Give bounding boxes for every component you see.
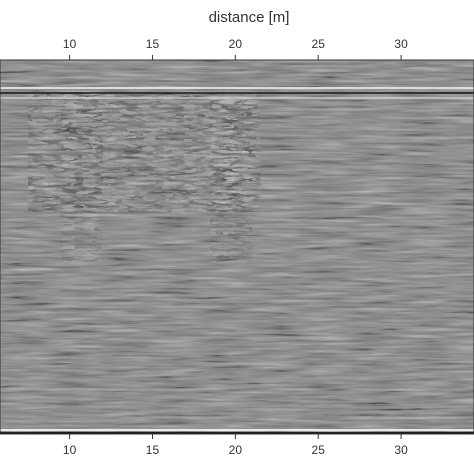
strong-reflection-zone [61,92,103,262]
x-tick-label: 10 [63,37,77,51]
x-tick-label: 25 [312,443,326,457]
x-tick-label: 15 [146,443,160,457]
x-tick-label: 30 [394,37,408,51]
x-tick-label: 30 [394,443,408,457]
strong-reflection-zone [210,92,252,262]
x-tick-label: 15 [146,37,160,51]
x-tick-label: 20 [229,37,243,51]
x-axis-bottom: 10 15 20 25 30 [63,434,408,457]
x-axis-top: 10 15 20 25 30 [63,37,408,60]
x-axis-title: distance [m] [209,9,290,26]
x-tick-label: 10 [63,443,77,457]
plot-frame [0,59,474,435]
x-tick-label: 20 [229,443,243,457]
radargram-image [0,60,474,434]
x-tick-label: 25 [312,37,326,51]
